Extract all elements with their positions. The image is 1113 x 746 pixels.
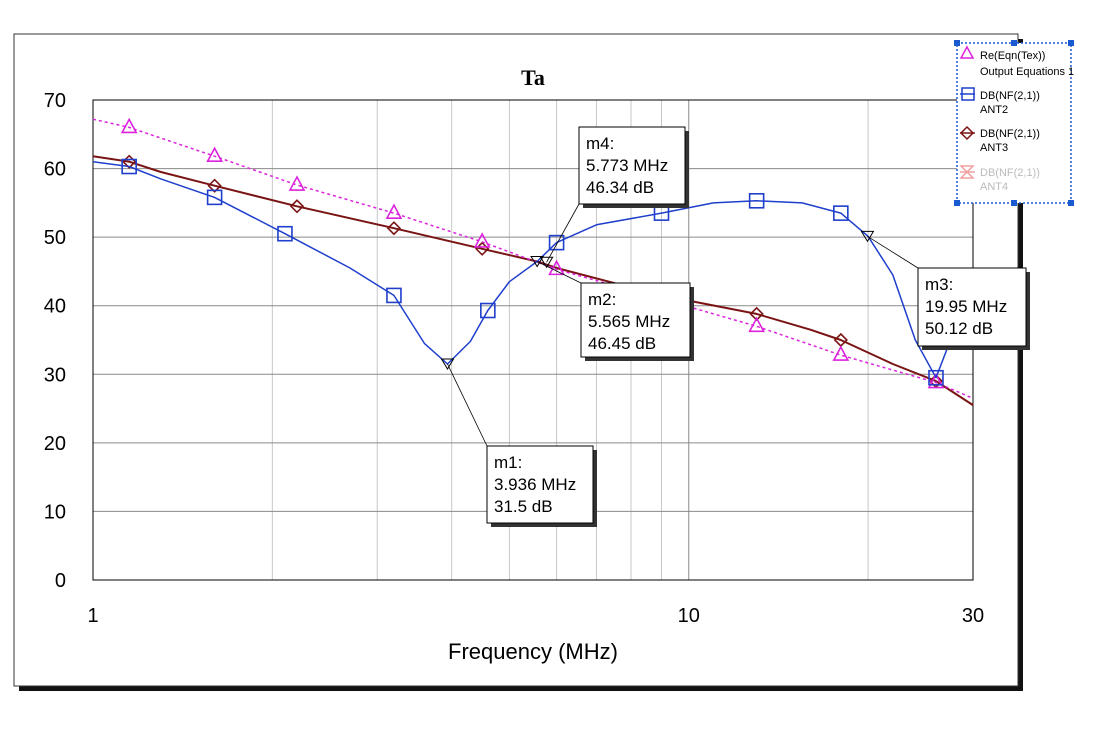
marker-frequency: 19.95 MHz bbox=[925, 297, 1007, 316]
triangle-icon bbox=[959, 45, 975, 59]
series-point bbox=[473, 232, 491, 248]
series-point bbox=[548, 234, 565, 251]
legend-handle[interactable] bbox=[1068, 200, 1074, 206]
legend-sublabel: ANT4 bbox=[980, 181, 1008, 193]
series-point bbox=[206, 189, 223, 206]
series-point bbox=[386, 287, 402, 304]
legend-handle[interactable] bbox=[1068, 40, 1074, 46]
series-point bbox=[480, 302, 496, 319]
marker-frequency: 5.565 MHz bbox=[588, 312, 670, 331]
series-point bbox=[927, 372, 945, 389]
y-tick-label: 50 bbox=[44, 227, 66, 249]
legend-label: Re(Eqn(Tex)) bbox=[980, 50, 1045, 62]
y-tick-label: 30 bbox=[44, 364, 66, 386]
legend-label: DB(NF(2,1)) bbox=[980, 128, 1040, 140]
y-tick-label: 20 bbox=[44, 433, 66, 455]
marker-frequency: 5.773 MHz bbox=[586, 156, 668, 175]
legend-entry-ant3: DB(NF(2,1)) ANT3 bbox=[959, 125, 1040, 154]
marker-name: m1: bbox=[494, 453, 522, 472]
series-point bbox=[832, 345, 850, 361]
legend-handle[interactable] bbox=[1011, 200, 1017, 206]
x-tick-label: 10 bbox=[678, 605, 700, 627]
marker-name: m4: bbox=[586, 134, 614, 153]
legend-sublabel: Output Equations 1 bbox=[980, 66, 1074, 78]
series-point bbox=[833, 205, 849, 221]
marker-leader bbox=[447, 363, 488, 447]
series-point bbox=[386, 221, 402, 236]
series-point bbox=[385, 203, 403, 219]
legend-handle[interactable] bbox=[954, 40, 960, 46]
marker-layer: m1: 3.936 MHz 31.5 dB m2: 5.565 MHz 46.45 dB m… bbox=[440, 126, 1030, 527]
series-line bbox=[92, 155, 974, 406]
marker-value: 31.5 dB bbox=[494, 497, 553, 516]
legend-entry-tex: Re(Eqn(Tex)) Output Equations 1 bbox=[959, 45, 1074, 78]
marker-value: 50.12 dB bbox=[925, 319, 993, 338]
marker-value: 46.34 dB bbox=[586, 178, 654, 197]
series-line bbox=[92, 160, 974, 379]
series-point bbox=[120, 117, 138, 134]
marker-box bbox=[917, 267, 1027, 347]
x-tick-label: 30 bbox=[962, 605, 984, 627]
marker-leader bbox=[867, 235, 919, 269]
marker-box bbox=[578, 126, 686, 205]
series-point bbox=[277, 225, 293, 242]
marker-symbol bbox=[860, 230, 875, 243]
series-layer bbox=[92, 117, 974, 406]
legend-sublabel: ANT2 bbox=[980, 104, 1008, 116]
marker-leader bbox=[546, 203, 580, 263]
legend-handle[interactable] bbox=[1011, 40, 1017, 46]
y-tick-label: 0 bbox=[55, 570, 66, 592]
series-point bbox=[289, 199, 305, 214]
marker-symbol bbox=[530, 255, 544, 268]
bowtie-icon bbox=[959, 165, 975, 179]
y-tick-label: 70 bbox=[44, 90, 66, 112]
marker-value: 46.45 dB bbox=[588, 334, 656, 353]
marker-frequency: 3.936 MHz bbox=[494, 475, 576, 494]
series-point bbox=[548, 259, 565, 276]
marker-box bbox=[486, 445, 594, 524]
series-point bbox=[288, 175, 306, 191]
marker-symbol bbox=[539, 256, 554, 269]
square-icon bbox=[961, 87, 975, 101]
legend[interactable]: Re(Eqn(Tex)) Output Equations 1 DB(NF(2,… bbox=[954, 40, 1074, 206]
legend-entry-ant2: DB(NF(2,1)) ANT2 bbox=[960, 87, 1040, 116]
series-point bbox=[207, 178, 222, 193]
legend-label: DB(NF(2,1)) bbox=[980, 90, 1040, 102]
legend-label: DB(NF(2,1)) bbox=[980, 167, 1040, 179]
x-tick-label: 1 bbox=[87, 605, 98, 627]
series-point bbox=[748, 316, 765, 333]
series-point bbox=[206, 146, 223, 163]
marker-box bbox=[580, 282, 691, 358]
y-tick-label: 60 bbox=[44, 159, 66, 181]
marker-leader bbox=[536, 261, 582, 284]
y-tick-label: 10 bbox=[44, 501, 66, 523]
diamond-icon bbox=[959, 125, 975, 141]
series-point bbox=[121, 158, 137, 175]
y-tick-label: 40 bbox=[44, 296, 66, 318]
legend-sublabel: ANT3 bbox=[980, 142, 1008, 154]
legend-entry-ant4: DB(NF(2,1)) ANT4 bbox=[959, 165, 1040, 193]
x-tick-labels: 1 10 30 bbox=[87, 605, 984, 627]
legend-box bbox=[956, 42, 1072, 204]
y-tick-labels: 0 10 20 30 40 50 60 70 bbox=[44, 90, 66, 592]
series-point bbox=[928, 369, 944, 386]
legend-handle[interactable] bbox=[954, 200, 960, 206]
chart-title: Ta bbox=[521, 65, 545, 90]
marker-name: m3: bbox=[925, 275, 953, 294]
series-point bbox=[748, 193, 765, 209]
marker-name: m2: bbox=[588, 290, 616, 309]
x-axis-label: Frequency (MHz) bbox=[448, 639, 618, 664]
marker-symbol bbox=[440, 358, 455, 370]
